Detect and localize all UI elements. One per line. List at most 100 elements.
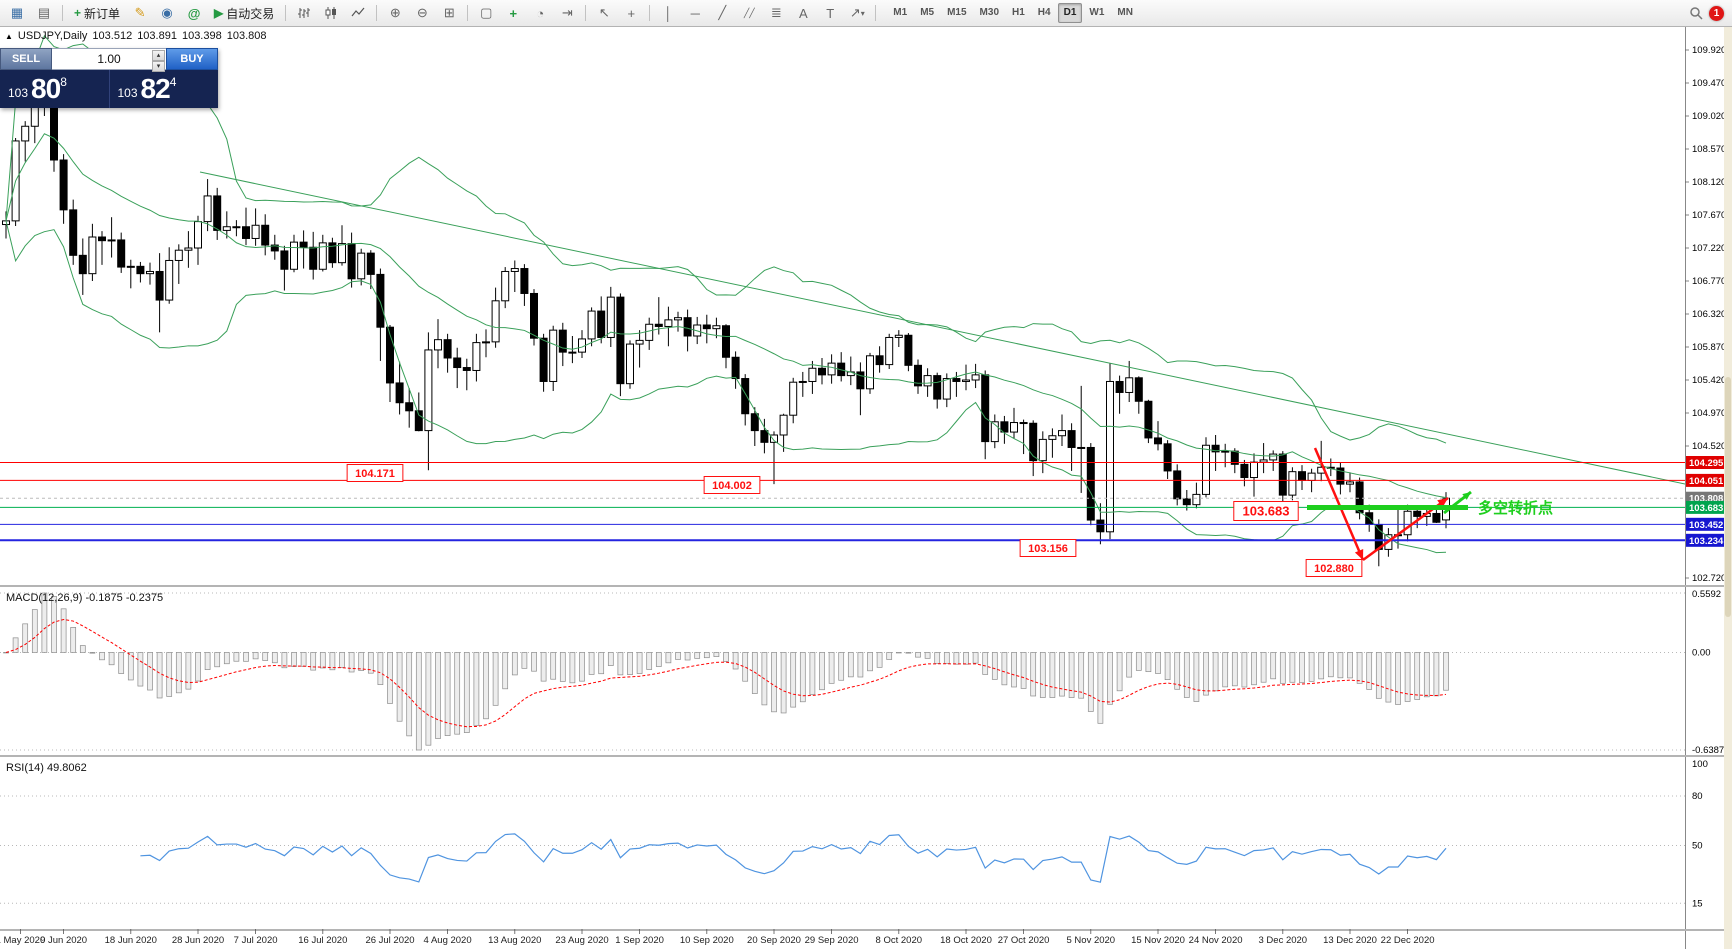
svg-text:4 Aug 2020: 4 Aug 2020 — [424, 935, 472, 946]
channel-tool-button[interactable]: ╱╱ — [736, 3, 762, 23]
svg-text:24 Nov 2020: 24 Nov 2020 — [1189, 935, 1243, 946]
tile-windows-button[interactable]: ▢ — [473, 3, 499, 23]
grid-icon: ⊞ — [443, 5, 455, 20]
horizontal-line-icon: ─ — [690, 5, 700, 21]
svg-text:9 Jun 2020: 9 Jun 2020 — [40, 935, 87, 946]
buy-price-sup: 4 — [169, 75, 177, 89]
svg-text:10 Sep 2020: 10 Sep 2020 — [680, 935, 734, 946]
new-chart-icon: ▦ — [10, 5, 24, 20]
bid-ask-display: 103 80 8 103 82 4 — [0, 70, 218, 108]
svg-text:107.220: 107.220 — [1692, 243, 1726, 254]
timeframe-h4-button[interactable]: H4 — [1037, 7, 1051, 18]
bars-chart-button[interactable] — [291, 3, 317, 23]
svg-text:-0.6387: -0.6387 — [1692, 745, 1724, 756]
market-watch-icon: ◉ — [161, 5, 173, 20]
add-indicator-button[interactable]: + — [500, 3, 526, 23]
toolbar-separator — [467, 5, 469, 21]
community-button[interactable]: @ — [181, 3, 207, 23]
timeframe-h1-button[interactable]: H1 — [1012, 7, 1025, 18]
svg-text:103.683: 103.683 — [1689, 503, 1723, 514]
timeframe-m30-button[interactable]: M30 — [979, 7, 999, 18]
period-button[interactable]: ◔ — [527, 3, 553, 23]
zoom-out-button[interactable]: ⊖ — [409, 3, 435, 23]
vertical-line-icon: │ — [664, 5, 673, 21]
volume-up-icon[interactable]: ▴ — [152, 50, 165, 61]
profiles-button[interactable]: ▤ — [31, 3, 57, 23]
timeframe-m15-button[interactable]: M15 — [947, 7, 967, 18]
new-chart-button[interactable]: ▦ — [4, 3, 30, 23]
svg-text:103.683: 103.683 — [1243, 504, 1290, 519]
chevron-down-icon: ▾ — [860, 8, 865, 18]
new-order-button[interactable]: + 新订单 — [68, 3, 126, 23]
trendline-tool-button[interactable]: ╱ — [709, 3, 735, 23]
svg-text:103.156: 103.156 — [1028, 543, 1068, 555]
styler-button[interactable]: ✎ — [127, 3, 153, 23]
horizontal-line-tool-button[interactable]: ─ — [682, 3, 708, 23]
label-tool-icon: T — [826, 5, 835, 21]
svg-text:16 Jul 2020: 16 Jul 2020 — [298, 935, 347, 946]
community-icon: @ — [187, 5, 201, 21]
svg-text:109.470: 109.470 — [1692, 78, 1726, 89]
toolbar-separator — [62, 5, 63, 21]
svg-text:RSI(14) 49.8062: RSI(14) 49.8062 — [6, 762, 87, 774]
candles-layer — [2, 55, 1450, 567]
timeframe-d1-button[interactable]: D1 — [1057, 3, 1083, 23]
toolbar-right-group: 1 — [1689, 5, 1728, 21]
text-tool-button[interactable]: A — [790, 3, 816, 23]
shapes-tool-button[interactable]: ↗ ▾ — [844, 3, 870, 23]
tile-windows-icon: ▢ — [480, 5, 493, 20]
zoom-in-icon: ⊕ — [389, 5, 401, 20]
timeframe-m1-button[interactable]: M1 — [893, 7, 908, 18]
chart-shift-button[interactable]: ⇥ — [554, 3, 580, 23]
market-watch-button[interactable]: ◉ — [154, 3, 180, 23]
grid-button[interactable]: ⊞ — [436, 3, 462, 23]
crosshair-button[interactable]: + — [618, 3, 644, 23]
trendline-icon: ╱ — [718, 5, 727, 20]
timeframe-mn-button[interactable]: MN — [1117, 7, 1133, 18]
cursor-button[interactable]: ↖ — [591, 3, 617, 23]
svg-text:26 Jul 2020: 26 Jul 2020 — [365, 935, 414, 946]
sell-button[interactable]: SELL — [0, 48, 52, 70]
svg-text:22 Dec 2020: 22 Dec 2020 — [1381, 935, 1435, 946]
toolbar-separator — [376, 5, 378, 21]
svg-text:7 Jul 2020: 7 Jul 2020 — [234, 935, 278, 946]
line-chart-button[interactable] — [345, 3, 371, 23]
buy-button[interactable]: BUY — [166, 48, 218, 70]
label-tool-button[interactable]: T — [817, 3, 843, 23]
candlestick-chart-button[interactable] — [318, 3, 344, 23]
macd-panel: MACD(12,26,9) -0.1875 -0.2375 — [0, 592, 1685, 751]
scrollbar-thumb[interactable] — [1725, 376, 1731, 617]
autotrading-label: 自动交易 — [226, 6, 275, 21]
timeframe-w1-button[interactable]: W1 — [1089, 7, 1105, 18]
annotations-layer: 多空转折点 104.171 104.002 103.683 103.156 102.880 — [346, 447, 1553, 577]
svg-text:104.051: 104.051 — [1689, 476, 1724, 487]
panel-collapse-icon[interactable]: ▲ — [5, 31, 13, 41]
chart-symbol-ohlc: ▲ USDJPY,Daily 103.512 103.891 103.398 1… — [5, 30, 266, 42]
autotrading-button[interactable]: ▶ 自动交易 — [208, 3, 280, 23]
zoom-in-button[interactable]: ⊕ — [382, 3, 408, 23]
timeframe-m5-button[interactable]: M5 — [920, 7, 935, 18]
period-icon: ◔ — [536, 5, 545, 21]
svg-text:20 Sep 2020: 20 Sep 2020 — [747, 935, 801, 946]
svg-text:102.720: 102.720 — [1692, 573, 1726, 584]
svg-text:104.520: 104.520 — [1692, 441, 1726, 452]
buy-price[interactable]: 103 82 4 — [108, 70, 219, 108]
notification-badge[interactable]: 1 — [1709, 5, 1724, 21]
sell-price[interactable]: 103 80 8 — [0, 70, 109, 108]
svg-text:107.670: 107.670 — [1692, 210, 1726, 221]
volume-down-icon[interactable]: ▾ — [152, 61, 165, 72]
buy-price-big: 82 — [140, 73, 171, 104]
ohlc-open: 103.512 — [92, 30, 133, 42]
svg-text:109.020: 109.020 — [1692, 111, 1726, 122]
search-icon[interactable] — [1689, 6, 1703, 20]
volume-input[interactable]: 1.00 ▴ ▾ — [52, 48, 166, 72]
svg-text:5 Nov 2020: 5 Nov 2020 — [1067, 935, 1116, 946]
svg-text:13 Dec 2020: 13 Dec 2020 — [1323, 935, 1377, 946]
vertical-scrollbar[interactable] — [1724, 26, 1732, 949]
chart-shift-icon: ⇥ — [561, 5, 573, 20]
ohlc-low: 103.398 — [181, 30, 222, 42]
vertical-line-tool-button[interactable]: │ — [655, 3, 681, 23]
fibonacci-tool-button[interactable]: ≣ — [763, 3, 789, 23]
